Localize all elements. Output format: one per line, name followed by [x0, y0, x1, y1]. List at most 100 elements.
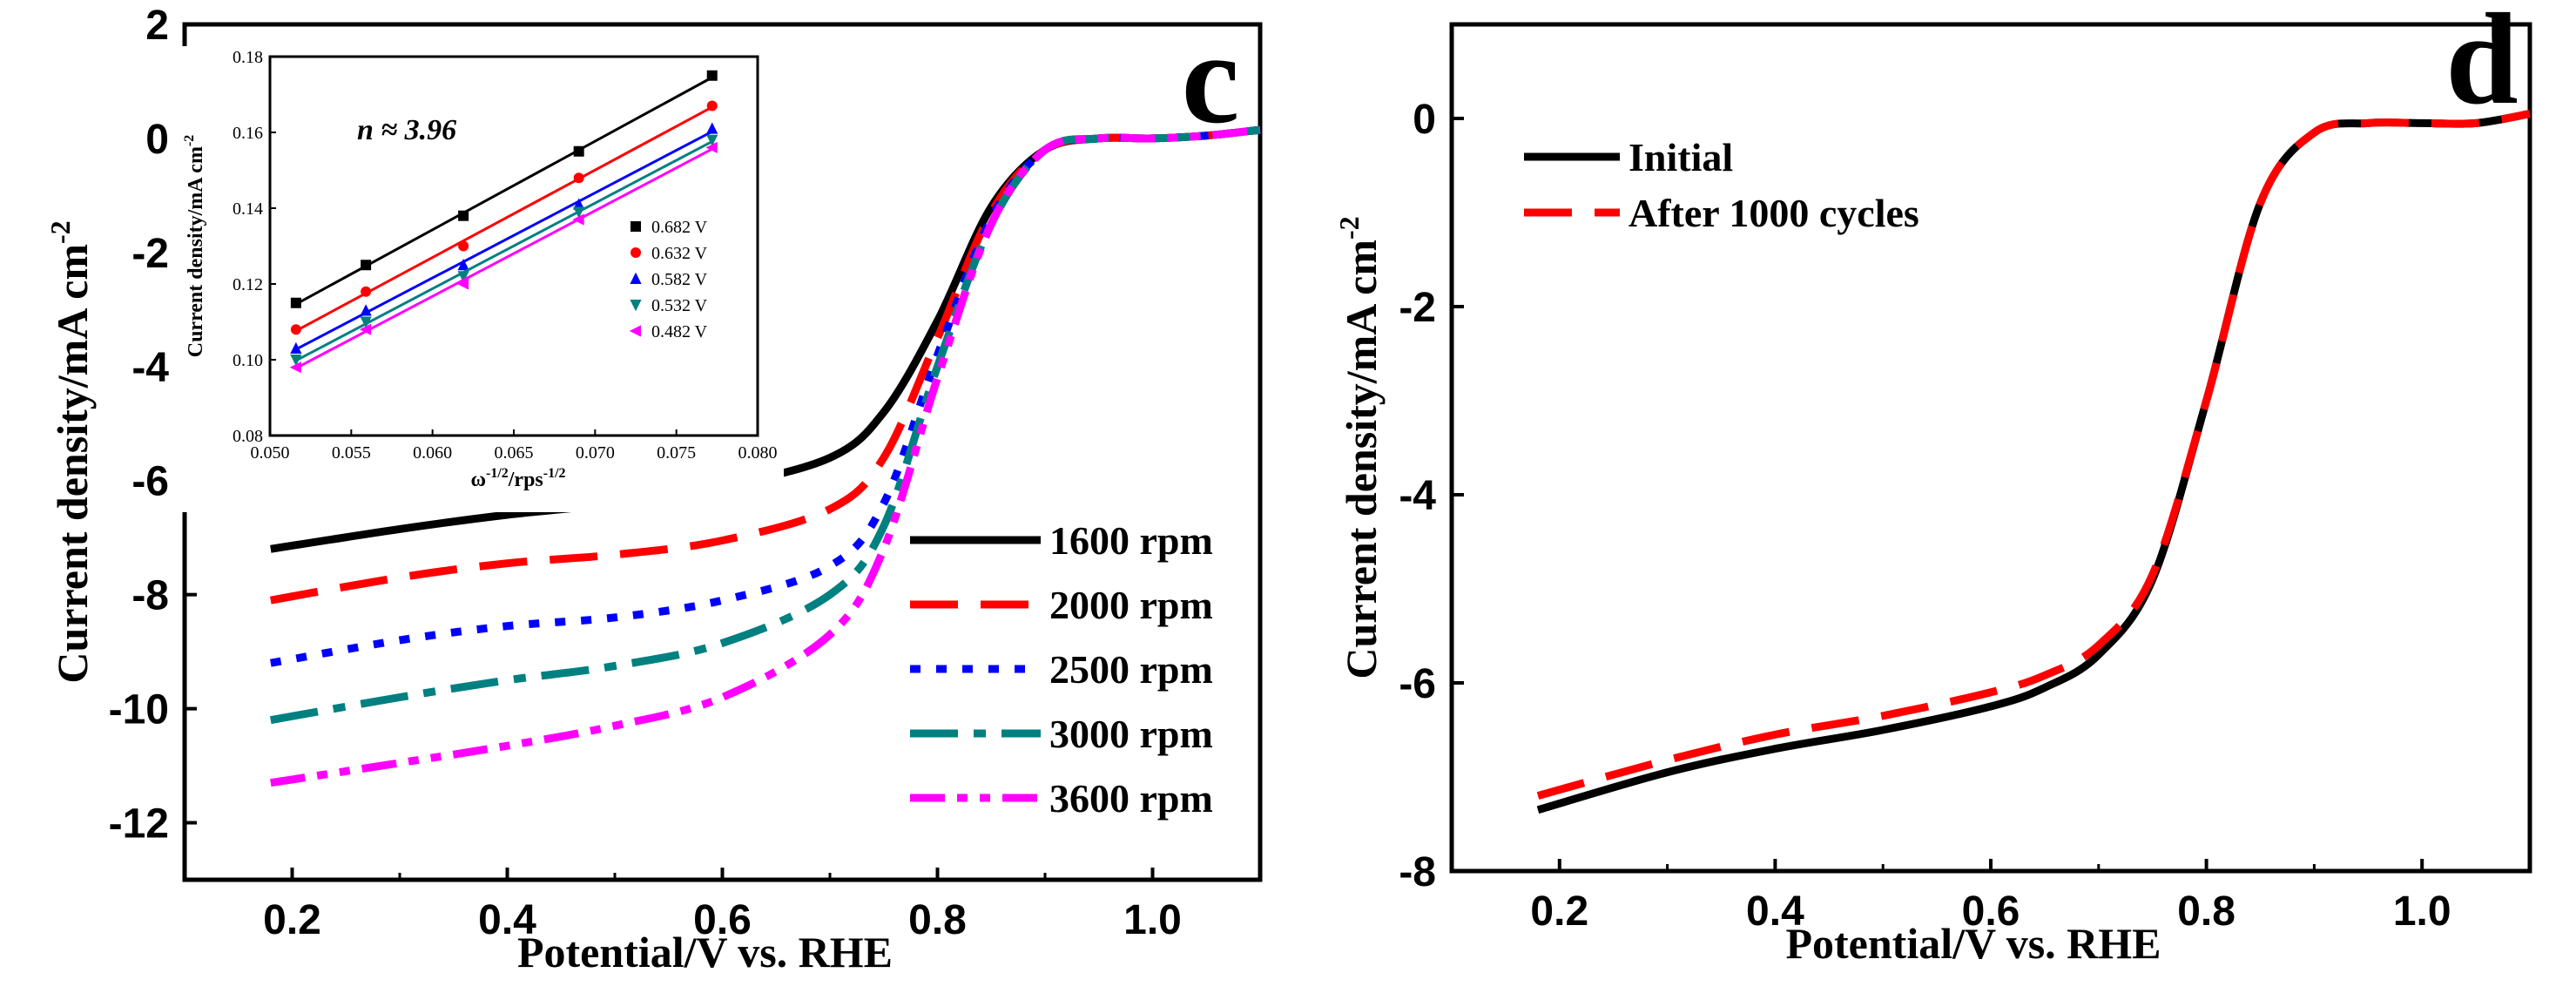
- chart-inset-legend-label: 0.582 V: [651, 270, 708, 289]
- chart-d-series-line-after-1000-cycles: [1536, 110, 2531, 800]
- chart-inset-data-point: [458, 210, 469, 221]
- chart-c-legend-label: 3600 rpm: [1049, 776, 1213, 821]
- chart-inset-legend-marker: [629, 325, 641, 337]
- chart-inset-x-axis-label-mid: /rps: [508, 469, 543, 491]
- chart-inset-data-point: [290, 324, 301, 335]
- chart-c-inset: 0.050 0.055 0.060 0.065 0.070 0.075 0.080 0.08 0…: [174, 46, 784, 512]
- chart-d-y-tick-label: 0: [1413, 97, 1436, 143]
- chart-d-legend-label: After 1000 cycles: [1629, 191, 1919, 235]
- chart-inset-x-tick-label: 0.070: [576, 443, 615, 463]
- chart-inset-y-tick-label: 0.10: [233, 351, 263, 370]
- chart-inset-data-point: [360, 304, 372, 316]
- chart-inset-data-point: [705, 141, 718, 153]
- chart-c-series-line-2500-rpm: [270, 125, 1261, 667]
- chart-d-y-axis-label-sup: -2: [1333, 216, 1365, 240]
- chart-c-legend-label: 1600 rpm: [1049, 518, 1213, 563]
- chart-inset-data-point: [360, 316, 372, 328]
- chart-inset-legend-label: 0.532 V: [651, 296, 708, 315]
- chart-inset-y-tick-label: 0.12: [233, 275, 263, 294]
- chart-d-x-tick-label: 0.2: [1530, 888, 1588, 935]
- chart-inset-data-point: [290, 355, 302, 367]
- chart-inset-data-point: [706, 70, 718, 81]
- chart-inset-data-point: [572, 213, 584, 226]
- chart-d-x-tick-label: 1.0: [2393, 888, 2451, 935]
- chart-d: 0.2 0.4 0.6 0.8 1.0 0 -2 -4 -6 -8 Potential/V vs. …: [1333, 0, 2532, 968]
- chart-d-y-axis-label: Current density/mA cm-2: [1333, 216, 1386, 679]
- chart-c-y-axis-label: Current density/mA cm-2: [44, 220, 97, 683]
- chart-c-y-tick-label: 2: [145, 3, 169, 49]
- chart-d-y-tick-label: -8: [1399, 849, 1436, 895]
- chart-inset-data-point: [706, 122, 718, 134]
- chart-inset-legend-label: 0.482 V: [651, 322, 708, 341]
- chart-inset-x-tick-label: 0.075: [657, 443, 696, 463]
- chart-inset-data-point: [573, 172, 584, 184]
- chart-inset-x-axis-label-sup2: -1/2: [543, 466, 566, 481]
- chart-inset-data-point: [457, 271, 469, 283]
- chart-inset-data-point: [456, 278, 469, 290]
- chart-inset-x-tick-label: 0.065: [495, 443, 534, 463]
- chart-inset-y-axis-label: Current density/mA cm-2: [182, 135, 207, 358]
- chart-c-x-tick-label: 0.8: [908, 897, 967, 943]
- chart-inset-y-tick-label: 0.16: [233, 124, 263, 143]
- chart-inset-data-point: [706, 100, 718, 111]
- chart-d-x-tick-label: 0.8: [2177, 888, 2235, 935]
- chart-d-x-axis-label: Potential/V vs. RHE: [1785, 919, 2161, 968]
- chart-inset-legend-marker: [630, 272, 642, 284]
- chart-inset-data-point: [573, 198, 585, 210]
- chart-inset-data-point: [573, 206, 585, 219]
- chart-inset-data-point: [458, 240, 469, 252]
- chart-inset-data-point: [573, 145, 584, 157]
- chart-c-y-tick-label: -4: [131, 345, 169, 391]
- chart-d-x-tick-label: 0.6: [1962, 888, 2020, 935]
- chart-inset-legend-label: 0.632 V: [651, 244, 708, 263]
- chart-d-legend-label: Initial: [1629, 135, 1733, 179]
- chart-c-series-line-3600-rpm: [270, 125, 1261, 787]
- chart-inset-x-axis-label-sup: -1/2: [486, 466, 509, 481]
- chart-inset-data-point: [361, 286, 372, 297]
- chart-c-y-tick-label: -8: [131, 573, 169, 619]
- chart-inset-x-tick-label: 0.055: [332, 443, 371, 463]
- chart-inset-data-point: [290, 297, 301, 308]
- chart-c-legend-label: 3000 rpm: [1049, 712, 1213, 756]
- chart-c-y-axis-label-sup: -2: [44, 220, 76, 244]
- chart-inset-y-tick-label: 0.08: [233, 427, 263, 446]
- chart-c-y-tick-label: -2: [131, 231, 169, 277]
- chart-inset-data-point: [361, 260, 372, 271]
- chart-c-legend-label: 2500 rpm: [1049, 647, 1213, 692]
- chart-c-x-tick-label: 0.6: [693, 897, 752, 943]
- chart-inset-legend-label: 0.682 V: [651, 218, 708, 237]
- chart-c-y-tick-label: -10: [109, 687, 169, 733]
- chart-inset-data-point: [359, 323, 372, 335]
- chart-inset-data-point: [289, 361, 301, 374]
- chart-c-x-tick-label: 0.2: [263, 897, 321, 943]
- chart-d-y-tick-label: -6: [1399, 661, 1436, 707]
- chart-c-legend-label: 2000 rpm: [1049, 583, 1213, 627]
- chart-inset-data-point: [706, 134, 718, 146]
- chart-d-x-tick-label: 0.4: [1746, 888, 1804, 935]
- chart-inset-y-axis-label-sup: -2: [182, 135, 197, 146]
- chart-inset-x-tick-label: 0.080: [738, 443, 778, 463]
- chart-inset-annotation: n ≈ 3.96: [357, 114, 456, 146]
- chart-c-x-tick-label: 1.0: [1123, 897, 1182, 943]
- chart-d-y-tick-label: -2: [1399, 285, 1436, 331]
- chart-inset-legend-marker: [631, 221, 641, 232]
- chart-c-x-axis-label: Potential/V vs. RHE: [517, 928, 893, 976]
- chart-inset-x-tick-label: 0.060: [413, 443, 452, 463]
- chart-inset-legend-marker: [630, 300, 642, 312]
- chart-inset-data-point: [457, 259, 469, 271]
- chart-c-y-tick-label: 0: [145, 117, 169, 163]
- chart-inset-x-tick-label: 0.050: [251, 443, 290, 463]
- chart-c-y-tick-label: -12: [109, 801, 169, 848]
- chart-c: 0.2 0.4 0.6 0.8 1.0 2 0 -2 -4 -6 -8 -10 -12 Potential…: [44, 3, 1263, 976]
- chart-c-panel-label: c: [1182, 6, 1240, 151]
- chart-d-plot-frame: [1449, 22, 2532, 874]
- chart-d-panel-label: d: [2445, 0, 2518, 132]
- chart-d-y-tick-label: -4: [1399, 473, 1436, 519]
- chart-c-x-tick-label: 0.4: [478, 897, 536, 943]
- chart-inset-y-tick-label: 0.18: [233, 48, 263, 67]
- chart-c-y-tick-label: -6: [131, 459, 169, 505]
- chart-inset-y-tick-label: 0.14: [233, 199, 263, 219]
- chart-inset-legend-marker: [631, 247, 641, 258]
- chart-inset-data-point: [290, 341, 302, 354]
